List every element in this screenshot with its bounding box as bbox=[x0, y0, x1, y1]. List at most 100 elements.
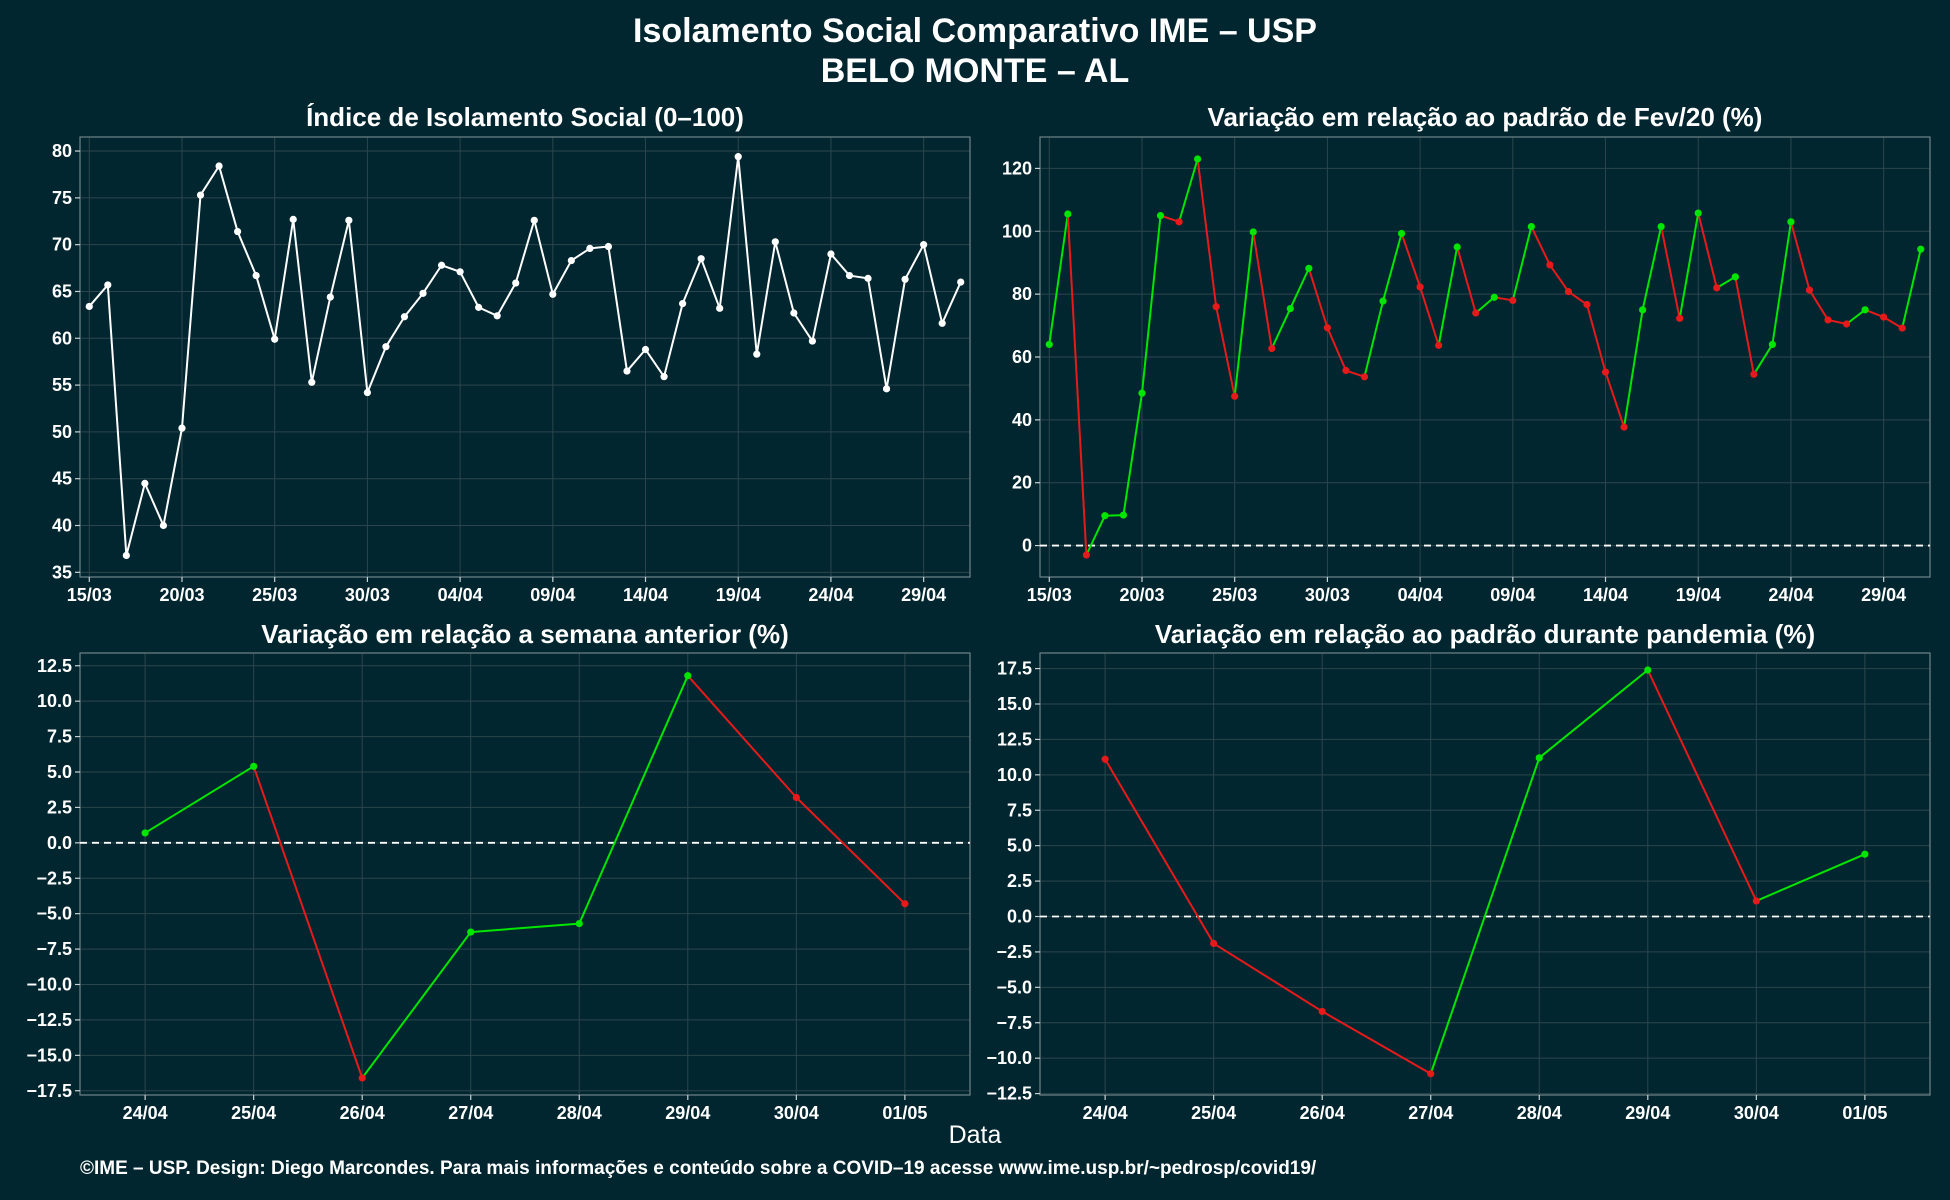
panel4-y-tick-label: −7.5 bbox=[996, 1013, 1032, 1033]
panel1-series-segment bbox=[570, 247, 591, 262]
panel2-x-tick-label: 25/03 bbox=[1212, 585, 1257, 605]
panel4-x-tick-label: 24/04 bbox=[1083, 1103, 1128, 1123]
panel2-series-segment bbox=[1530, 226, 1551, 266]
panel2-data-point bbox=[1082, 551, 1090, 559]
panel3-series-segment bbox=[252, 766, 364, 1079]
panel1-data-point bbox=[456, 268, 464, 276]
panel1-series-segment bbox=[162, 427, 183, 526]
panel3-y-tick-label: 0.0 bbox=[47, 833, 72, 853]
panel2-y-tick-label: 100 bbox=[1002, 221, 1032, 241]
panel2-y-tick-label: 0 bbox=[1022, 536, 1032, 556]
panel1-data-point bbox=[419, 289, 427, 297]
panel2-x-tick-label: 24/04 bbox=[1768, 585, 1813, 605]
panel1-data-point bbox=[400, 313, 409, 321]
x-axis-label: Data bbox=[948, 1121, 1002, 1149]
panel3-data-point bbox=[358, 1074, 366, 1082]
panel1-data-point bbox=[326, 293, 334, 301]
panel2-title: Variação em relação ao padrão de Fev/20 … bbox=[1208, 102, 1763, 132]
panel3-x-tick-label: 25/04 bbox=[231, 1103, 276, 1123]
panel4-y-tick-label: 7.5 bbox=[1007, 800, 1032, 820]
panel1-data-point bbox=[382, 343, 390, 351]
panel2-x-tick-label: 15/03 bbox=[1027, 585, 1072, 605]
panel2-x-tick-label: 30/03 bbox=[1305, 585, 1350, 605]
panel1-series-segment bbox=[273, 219, 295, 340]
panel3-y-tick-label: 7.5 bbox=[47, 727, 72, 747]
panel3-data-point bbox=[250, 762, 258, 770]
panel4-x-tick-label: 28/04 bbox=[1517, 1103, 1562, 1123]
panel4-data-point bbox=[1210, 939, 1218, 948]
panel1-data-point bbox=[549, 290, 557, 298]
panel3-y-tick-label: 2.5 bbox=[47, 797, 72, 817]
panel2-data-point bbox=[1601, 368, 1610, 376]
panel1-data-point bbox=[159, 521, 168, 530]
panel3-y-tick-label: 12.5 bbox=[37, 656, 72, 676]
panel2-series-segment bbox=[1233, 231, 1255, 397]
panel2-data-point bbox=[1194, 155, 1202, 163]
panel3-x-tick-label: 27/04 bbox=[448, 1103, 493, 1123]
panel2-series-segment bbox=[1270, 308, 1292, 349]
panel2-series-segment bbox=[1734, 276, 1755, 375]
panel1-data-point bbox=[196, 191, 205, 199]
panel1-series-segment bbox=[366, 346, 387, 393]
panel4-title: Variação em relação ao padrão durante pa… bbox=[1155, 619, 1815, 649]
panel2-series-segment bbox=[1475, 296, 1495, 314]
panel1-x-tick-label: 15/03 bbox=[67, 585, 112, 605]
panel4-series-segment bbox=[1104, 758, 1215, 944]
panel3-series-segment bbox=[578, 675, 689, 924]
panel3-y-tick-label: −15.0 bbox=[26, 1045, 72, 1065]
panel2-series-segment bbox=[1419, 286, 1440, 346]
panel1-series-segment bbox=[718, 156, 740, 309]
panel1-series-segment bbox=[885, 279, 907, 389]
panel4-series-segment bbox=[1755, 853, 1866, 902]
panel1-data-point bbox=[567, 256, 575, 265]
panel2-series-segment bbox=[1066, 213, 1088, 556]
panel2-data-point bbox=[1694, 209, 1702, 217]
panel1-y-tick-label: 65 bbox=[52, 281, 72, 301]
panel1-data-point bbox=[753, 350, 761, 358]
panel2-x-tick-label: 19/04 bbox=[1676, 585, 1721, 605]
panel1-series-segment bbox=[867, 278, 888, 389]
panel3-series-segment bbox=[470, 922, 580, 934]
panel2-data-point bbox=[1045, 340, 1053, 349]
panel3-series-segment bbox=[361, 931, 472, 1079]
panel4-y-tick-label: −12.5 bbox=[986, 1084, 1032, 1104]
panel4-y-tick-label: 15.0 bbox=[997, 694, 1032, 714]
panel1-data-point bbox=[660, 373, 668, 381]
panel4-series-segment bbox=[1429, 757, 1541, 1075]
panel1-data-point bbox=[697, 255, 705, 263]
panel2-series-segment bbox=[1048, 213, 1069, 345]
panel1-series-segment bbox=[403, 292, 424, 318]
panel2-data-point bbox=[1119, 511, 1128, 519]
panel1-y-tick-label: 60 bbox=[52, 328, 72, 348]
main-subtitle: BELO MONTE – AL bbox=[820, 52, 1130, 90]
panel4-x-tick-label: 25/04 bbox=[1191, 1103, 1236, 1123]
panel1-series-segment bbox=[310, 296, 332, 383]
panel1-data-point bbox=[141, 479, 149, 487]
panel3-series-segment bbox=[795, 796, 906, 905]
panel2-data-point bbox=[1620, 423, 1628, 431]
panel1-data-point bbox=[215, 162, 223, 170]
panel2-series-segment bbox=[1307, 268, 1329, 329]
panel2-data-point bbox=[1750, 370, 1758, 378]
panel4-data-point bbox=[1427, 1070, 1435, 1078]
panel1-x-tick-label: 20/03 bbox=[159, 585, 204, 605]
panel2-data-point bbox=[1360, 373, 1369, 381]
panel2-data-point bbox=[1917, 245, 1925, 253]
panel2-data-point bbox=[1768, 340, 1776, 349]
panel2-data-point bbox=[1490, 293, 1498, 301]
panel1-series-segment bbox=[496, 282, 517, 317]
panel2-data-point bbox=[1676, 314, 1684, 322]
panel3-data-point bbox=[684, 672, 692, 680]
panel3-series-segment bbox=[687, 675, 798, 799]
panel4-y-tick-label: 17.5 bbox=[997, 659, 1032, 679]
panel2-series-segment bbox=[1196, 158, 1218, 307]
panel2-series-segment bbox=[1363, 300, 1384, 378]
panel4-frame bbox=[1039, 652, 1931, 1096]
panel1-series-segment bbox=[681, 258, 703, 305]
panel2-series-segment bbox=[1604, 371, 1626, 428]
panel2-series-segment bbox=[1549, 264, 1570, 293]
panel1-data-point bbox=[586, 244, 594, 253]
panel1-series-segment bbox=[755, 241, 777, 355]
